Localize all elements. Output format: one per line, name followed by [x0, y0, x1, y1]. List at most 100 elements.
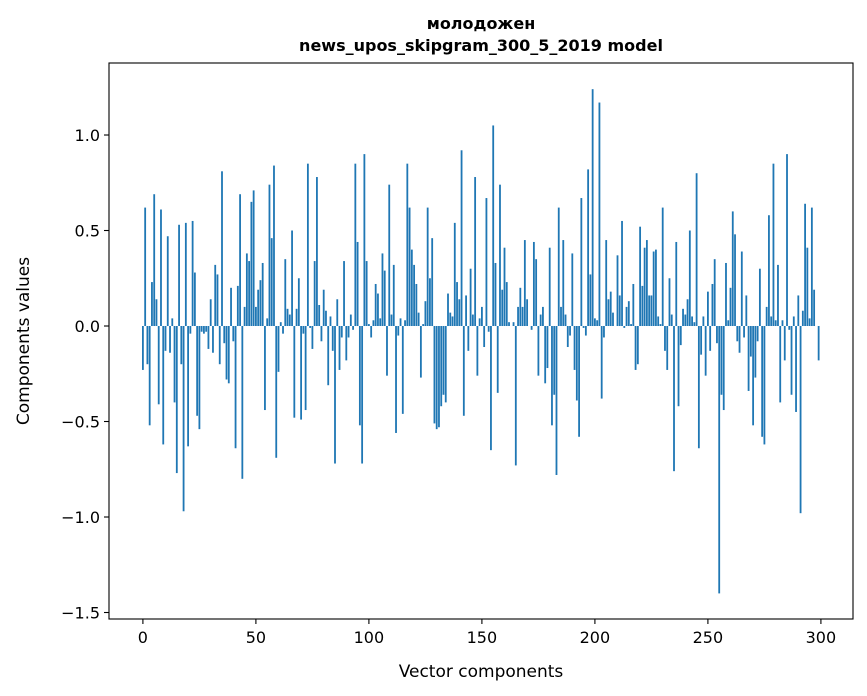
bar [180, 326, 183, 365]
bar [627, 301, 630, 327]
bar [252, 190, 255, 327]
x-axis-ticks: 0 50 100 150 200 250 300 [138, 619, 836, 647]
bar [325, 310, 327, 327]
bar [731, 211, 734, 327]
bar [813, 289, 816, 327]
bar [675, 241, 678, 327]
bar [460, 150, 463, 327]
bar [765, 306, 768, 327]
bar [806, 247, 809, 327]
bar [356, 241, 359, 327]
bar [749, 326, 752, 357]
bar [768, 215, 770, 327]
bar [286, 308, 289, 327]
bar [465, 295, 467, 327]
bar [532, 241, 535, 327]
bar [196, 326, 199, 416]
bar [178, 224, 180, 327]
bar [562, 240, 565, 327]
bar [415, 283, 418, 327]
bar [566, 326, 569, 348]
bar [774, 320, 777, 327]
bar [406, 163, 409, 327]
bar [349, 314, 352, 327]
bar [141, 326, 144, 370]
bar [367, 324, 370, 327]
bar [322, 289, 325, 327]
bar [334, 326, 336, 464]
bar [173, 326, 176, 403]
bar [521, 306, 524, 327]
bar [499, 184, 501, 327]
bar [245, 253, 248, 327]
bar [747, 326, 750, 391]
bar [763, 326, 766, 445]
bar [607, 299, 610, 327]
bar [616, 255, 619, 327]
bar [770, 316, 773, 327]
bar [451, 316, 454, 327]
bar [503, 247, 506, 327]
x-tick-label: 200 [580, 628, 611, 647]
bar [560, 306, 562, 327]
bar [623, 326, 626, 328]
bar [408, 207, 411, 327]
bar [381, 253, 384, 327]
bar [395, 326, 397, 433]
bar [203, 326, 205, 334]
bar [370, 326, 373, 338]
bar [494, 262, 497, 327]
bar [548, 247, 551, 327]
bar [643, 247, 646, 327]
bar [670, 314, 673, 327]
bar [729, 287, 732, 327]
bar [743, 326, 745, 338]
bar [722, 326, 725, 411]
bar [804, 203, 806, 327]
bar [693, 322, 696, 327]
bar [508, 322, 510, 327]
bar [243, 306, 246, 327]
bar [772, 163, 775, 327]
bar [205, 326, 208, 332]
bar [447, 293, 449, 327]
bar [589, 274, 592, 327]
bar [600, 326, 603, 399]
bar [537, 326, 540, 376]
bar [603, 326, 605, 338]
bar [526, 299, 529, 327]
bar [227, 326, 230, 384]
bar [517, 306, 519, 327]
bar [740, 251, 743, 327]
bar [239, 194, 241, 327]
bar [573, 326, 576, 370]
bar [799, 326, 802, 514]
bar [440, 326, 443, 407]
bar [363, 154, 366, 327]
bar [302, 326, 305, 334]
bar [390, 314, 393, 327]
bar [399, 318, 402, 327]
bar [810, 207, 813, 327]
bar [438, 326, 440, 428]
bar [688, 230, 691, 327]
bar [661, 207, 664, 327]
bar [277, 326, 280, 372]
bar [519, 287, 522, 327]
bar [230, 287, 232, 327]
bar [300, 326, 303, 420]
bar [288, 314, 291, 327]
bar [664, 326, 666, 351]
x-tick-label: 0 [138, 628, 148, 647]
bar [487, 326, 490, 332]
bar [580, 198, 583, 327]
bar [711, 283, 714, 327]
bar [555, 326, 558, 475]
bar [374, 283, 377, 327]
bar [372, 320, 375, 327]
bar [736, 326, 739, 342]
bar [713, 259, 716, 327]
bar [316, 177, 318, 327]
bar [431, 238, 434, 327]
